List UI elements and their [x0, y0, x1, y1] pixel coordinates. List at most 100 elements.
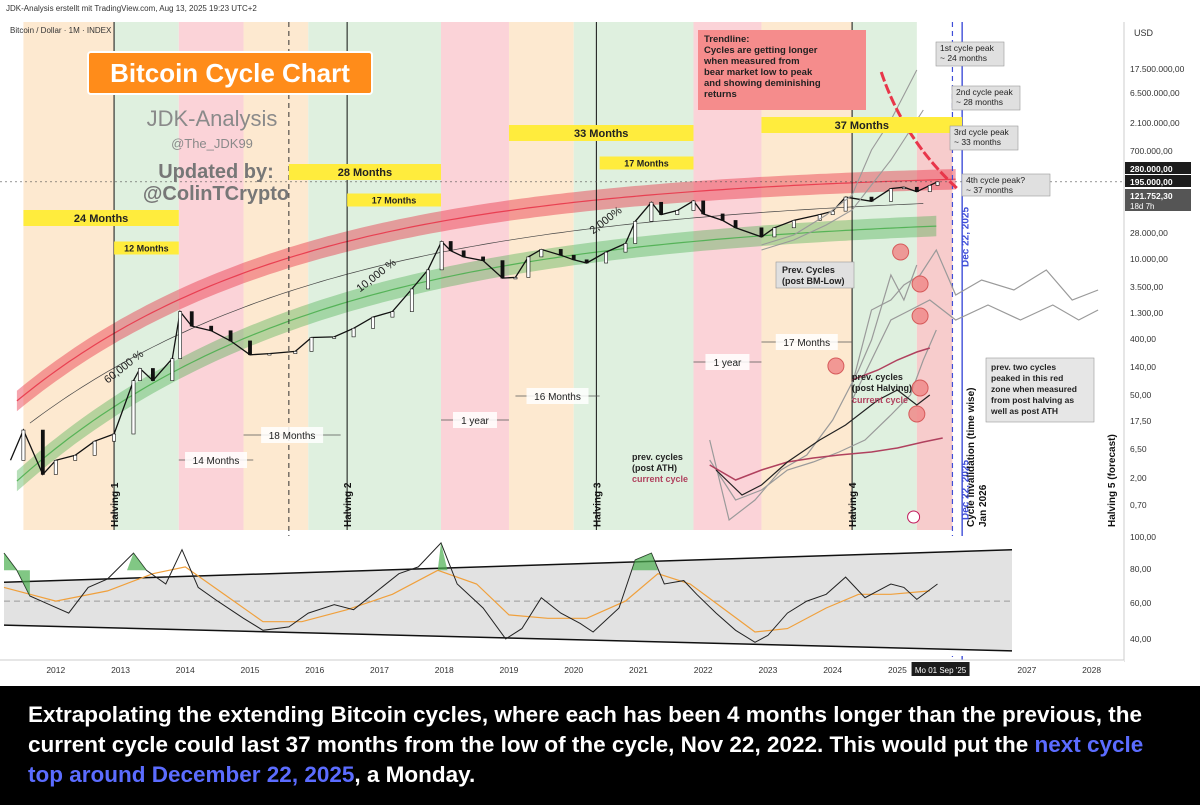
price-candle: [691, 200, 696, 211]
tradingview-credit: JDK-Analysis erstellt mit TradingView.co…: [6, 4, 257, 13]
cycle-band: [178, 22, 244, 530]
peak-callout-text-line: 2nd cycle peak: [956, 87, 1013, 97]
cycle-length-label: 17 Months: [624, 159, 669, 169]
price-candle: [701, 200, 706, 215]
overlay-current-cycle: [709, 437, 943, 481]
overlay-prev-cycle: [851, 248, 1099, 386]
cycle-length-label: 17 Months: [372, 196, 417, 206]
overlays: [709, 69, 1099, 524]
lightning-icon: [907, 510, 921, 524]
cycle-length-box: [508, 125, 694, 141]
red-zone-note-text-line: peaked in this red: [991, 373, 1063, 383]
peak-callout-text-line: 1st cycle peak: [940, 43, 995, 53]
time-tick: 2012: [46, 665, 65, 675]
halving-label: Halving 2: [343, 482, 354, 527]
price-tag-label: 195.000,00: [1130, 177, 1173, 187]
trendline-curve: [879, 71, 960, 192]
post-ath-current: current cycle: [632, 474, 688, 484]
halving-label: Halving 5 (forecast): [1107, 434, 1118, 527]
cycle-bands: [23, 22, 953, 530]
duration-label: 18 Months: [269, 431, 316, 442]
price-candle: [170, 358, 175, 381]
price-tag-label: 121.752,30: [1130, 191, 1173, 201]
duration-label-bg: [705, 354, 750, 370]
price-candle: [571, 254, 576, 261]
invalidation-label-line: Jan 2026: [978, 484, 989, 527]
post-halving-current: current cycle: [852, 395, 908, 405]
price-candle: [409, 288, 414, 312]
overlay-prev-cycle: [709, 264, 918, 522]
bm-cycles-box: [775, 261, 855, 289]
red-zone-note-text-line: well as post ATH: [990, 406, 1058, 416]
price-candle: [772, 227, 777, 238]
peak-circle: [911, 275, 929, 293]
time-tick: 2023: [758, 665, 777, 675]
cycle-length-box: [114, 241, 179, 255]
peak-callout-box: [949, 125, 1019, 151]
halving-label-line: Halving 2: [343, 482, 354, 527]
time-tick: 2013: [111, 665, 130, 675]
price-candle: [40, 429, 45, 475]
price-tick: 3.500,00: [1130, 282, 1163, 292]
time-tick: 2025: [888, 665, 907, 675]
axes: 17.500.000,00 6.500.000,00 2.100.000,00 700…: [0, 22, 1200, 686]
peak-callout-text-line: ~ 33 months: [954, 137, 1001, 147]
price-tick: 6.500.000,00: [1130, 88, 1180, 98]
dec-date-label: Dec 22, 2025: [960, 207, 971, 267]
caption-part-2: , a Monday.: [354, 762, 476, 787]
trendline-text-line: when measured from: [703, 56, 800, 67]
cycle-length-box: [761, 117, 963, 133]
price-tick: 140,00: [1130, 362, 1156, 372]
price-candle: [189, 311, 194, 327]
cycle-length-box: [347, 193, 441, 207]
oscillator-peak-fill: [127, 553, 147, 571]
peak-callout-text: 2nd cycle peak ~ 28 months: [956, 87, 1013, 107]
price-tick: 17.500.000,00: [1130, 64, 1185, 74]
price-candle: [248, 340, 252, 356]
cycle-band: [573, 22, 694, 530]
oscillator-channel-top: [3, 548, 1013, 584]
duration-label: 14 Months: [193, 456, 240, 467]
time-tick: 2027: [1017, 665, 1036, 675]
price-tick: 10.000,00: [1130, 254, 1168, 264]
bm-cycles-text-line: (post BM-Low): [782, 276, 844, 286]
time-tick: 2018: [435, 665, 454, 675]
price-candle: [791, 220, 796, 229]
price-candle: [481, 256, 485, 261]
peak-callout-text: 3rd cycle peak ~ 33 months: [954, 127, 1010, 147]
overlay-bm-cycle: [761, 109, 924, 251]
red-resistance-band: [16, 169, 956, 412]
time-tick: 2015: [241, 665, 260, 675]
price-candle: [390, 311, 395, 318]
price-candle: [843, 196, 848, 212]
bm-cycles-text: Prev. Cycles (post BM-Low): [782, 265, 844, 286]
price-tick: 1.300,00: [1130, 308, 1163, 318]
title-box: [87, 51, 373, 95]
price-axis-background: [1124, 22, 1200, 662]
price-candle: [112, 433, 116, 442]
oscillator-tick: 40,00: [1130, 634, 1152, 644]
price-candle: [623, 243, 628, 253]
price-tag-box: [1125, 189, 1191, 211]
cycle-length-label: 37 Months: [835, 120, 889, 132]
price-candle: [309, 337, 314, 352]
oscillator-tick: 100,00: [1130, 532, 1156, 542]
cycle-length-box: [288, 164, 441, 180]
current-date-label: Mo 01 Sep '25: [915, 666, 967, 675]
caption-highlight: next cycle top around December 22, 2025: [28, 732, 1144, 787]
price-candle: [659, 201, 664, 215]
peak-callout-text: 1st cycle peak ~ 24 months: [940, 43, 995, 63]
price-candle: [526, 256, 531, 278]
updater-handle: @ColinTCrypto: [143, 183, 289, 205]
halving-label: Halving 1: [110, 482, 121, 527]
price-candle: [500, 260, 505, 279]
price-tag-box: [1125, 162, 1191, 174]
cycle-band: [308, 22, 441, 530]
price-candle: [371, 316, 375, 329]
time-tick: 2021: [629, 665, 648, 675]
title-block: Bitcoin Cycle Chart JDK-Analysis @The_JD…: [87, 51, 373, 205]
peak-callout-text-line: 4th cycle peak?: [966, 175, 1025, 185]
cycle-length-box: [23, 210, 179, 226]
post-halving-label: prev. cycles (post Halving): [852, 372, 912, 393]
red-zone-note-box: [985, 357, 1095, 423]
